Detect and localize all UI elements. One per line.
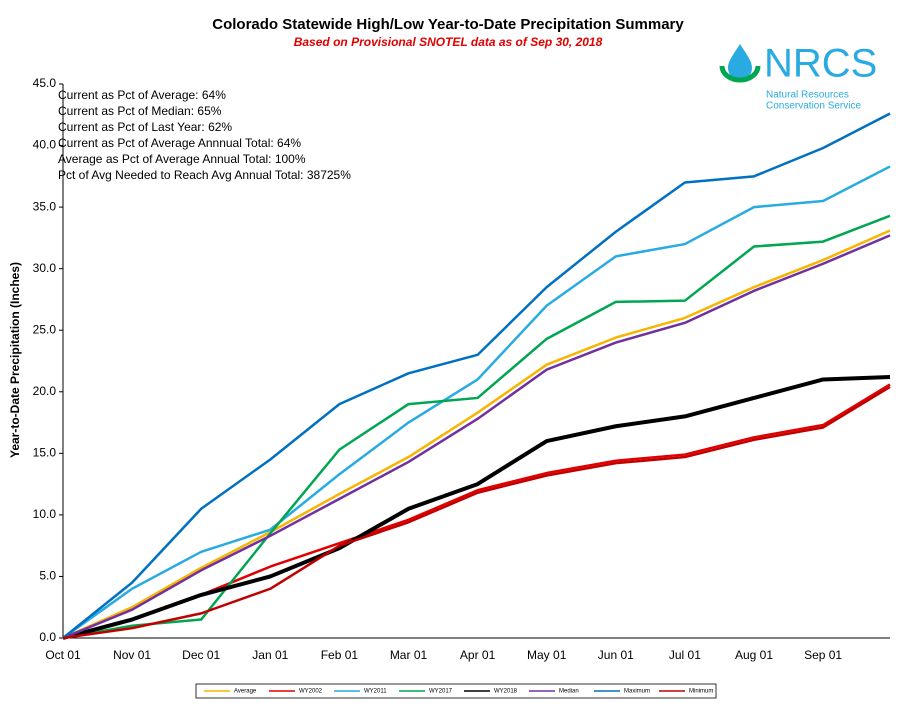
annotation: Current as Pct of Median: 65% bbox=[58, 104, 222, 118]
x-tick-label: Jan 01 bbox=[252, 648, 288, 662]
annotation: Current as Pct of Last Year: 62% bbox=[58, 120, 232, 134]
x-tick-label: May 01 bbox=[527, 648, 567, 662]
legend-label: Minimum bbox=[689, 689, 713, 695]
y-tick-label: 10.0 bbox=[33, 507, 57, 521]
series-line bbox=[62, 165, 891, 640]
x-tick-label: Jun 01 bbox=[598, 648, 634, 662]
y-tick-label: 15.0 bbox=[33, 446, 57, 460]
y-tick-label: 25.0 bbox=[33, 322, 57, 336]
series-line bbox=[62, 234, 891, 640]
logo-swoosh bbox=[719, 65, 761, 83]
annotation: Pct of Avg Needed to Reach Avg Annual To… bbox=[58, 168, 351, 182]
x-tick-label: Feb 01 bbox=[321, 648, 359, 662]
y-tick-label: 30.0 bbox=[33, 261, 57, 275]
x-tick-label: Oct 01 bbox=[45, 648, 81, 662]
annotation: Current as Pct of Average Annnual Total:… bbox=[58, 136, 301, 150]
legend-box bbox=[195, 683, 717, 699]
logo-drop bbox=[728, 44, 752, 80]
x-tick-label: Aug 01 bbox=[735, 648, 773, 662]
y-tick-label: 5.0 bbox=[39, 569, 56, 583]
x-tick-label: Jul 01 bbox=[669, 648, 701, 662]
chart-title: Colorado Statewide High/Low Year-to-Date… bbox=[212, 16, 684, 33]
logo-line: Conservation Service bbox=[766, 101, 861, 112]
logo: NRCS Natural Resources Conservation Serv… bbox=[719, 42, 877, 112]
legend-label: Median bbox=[559, 689, 579, 695]
annotation: Current as Pct of Average: 64% bbox=[58, 88, 226, 102]
y-axis-label: Year-to-Date Precipitation (Inches) bbox=[8, 262, 22, 458]
legend-label: WY2011 bbox=[364, 689, 387, 695]
series-line bbox=[62, 385, 891, 640]
series-line bbox=[62, 214, 891, 640]
annotation: Average as Pct of Average Annual Total: … bbox=[58, 152, 306, 166]
legend-label: WY2002 bbox=[299, 689, 323, 695]
legend-label: WY2017 bbox=[429, 689, 453, 695]
legend-label: WY2018 bbox=[494, 689, 518, 695]
logo-text: NRCS bbox=[764, 42, 877, 86]
y-tick-label: 0.0 bbox=[39, 630, 56, 644]
logo-line: Natural Resources bbox=[766, 90, 849, 101]
x-tick-label: Sep 01 bbox=[804, 648, 842, 662]
y-tick-label: 20.0 bbox=[33, 384, 57, 398]
y-tick-label: 45.0 bbox=[33, 76, 57, 90]
x-tick-label: Dec 01 bbox=[182, 648, 220, 662]
series-line bbox=[62, 112, 891, 639]
legend-label: Average bbox=[234, 689, 257, 695]
y-tick-label: 40.0 bbox=[33, 138, 57, 152]
chart-subtitle: Based on Provisional SNOTEL data as of S… bbox=[294, 35, 603, 49]
x-tick-label: Nov 01 bbox=[113, 648, 151, 662]
legend-label: Maximum bbox=[624, 689, 650, 695]
x-tick-label: Mar 01 bbox=[390, 648, 428, 662]
series-line bbox=[62, 375, 891, 640]
y-tick-label: 35.0 bbox=[33, 199, 57, 213]
x-tick-label: Apr 01 bbox=[460, 648, 496, 662]
series-line bbox=[62, 229, 891, 640]
